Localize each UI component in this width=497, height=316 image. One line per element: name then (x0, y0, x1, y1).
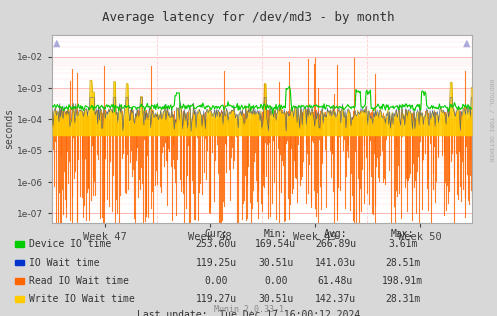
Text: Max:: Max: (391, 229, 414, 239)
Text: 198.91m: 198.91m (382, 276, 423, 286)
Text: 253.60u: 253.60u (196, 239, 237, 249)
Text: ▲: ▲ (54, 38, 61, 48)
Text: Read IO Wait time: Read IO Wait time (29, 276, 129, 286)
Text: 266.89u: 266.89u (315, 239, 356, 249)
Text: 141.03u: 141.03u (315, 258, 356, 268)
Text: 119.27u: 119.27u (196, 294, 237, 304)
Text: Write IO Wait time: Write IO Wait time (29, 294, 135, 304)
Text: Device IO time: Device IO time (29, 239, 111, 249)
Text: Munin 2.0.33-1: Munin 2.0.33-1 (214, 306, 283, 314)
Text: 119.25u: 119.25u (196, 258, 237, 268)
Text: 3.61m: 3.61m (388, 239, 417, 249)
Text: Min:: Min: (264, 229, 288, 239)
Text: Cur:: Cur: (204, 229, 228, 239)
Text: Avg:: Avg: (324, 229, 347, 239)
Text: 169.54u: 169.54u (255, 239, 296, 249)
Y-axis label: seconds: seconds (4, 108, 14, 149)
Text: ▲: ▲ (463, 38, 471, 48)
Text: 0.00: 0.00 (204, 276, 228, 286)
Text: Average latency for /dev/md3 - by month: Average latency for /dev/md3 - by month (102, 11, 395, 24)
Text: 30.51u: 30.51u (258, 294, 293, 304)
Text: 28.51m: 28.51m (385, 258, 420, 268)
Text: 30.51u: 30.51u (258, 258, 293, 268)
Text: 28.31m: 28.31m (385, 294, 420, 304)
Text: 142.37u: 142.37u (315, 294, 356, 304)
Text: Last update:  Tue Dec 17 16:00:12 2024: Last update: Tue Dec 17 16:00:12 2024 (137, 310, 360, 316)
Text: RRDTOOL / TOBI OETIKER: RRDTOOL / TOBI OETIKER (489, 79, 494, 161)
Text: 0.00: 0.00 (264, 276, 288, 286)
Text: 61.48u: 61.48u (318, 276, 353, 286)
Text: IO Wait time: IO Wait time (29, 258, 99, 268)
